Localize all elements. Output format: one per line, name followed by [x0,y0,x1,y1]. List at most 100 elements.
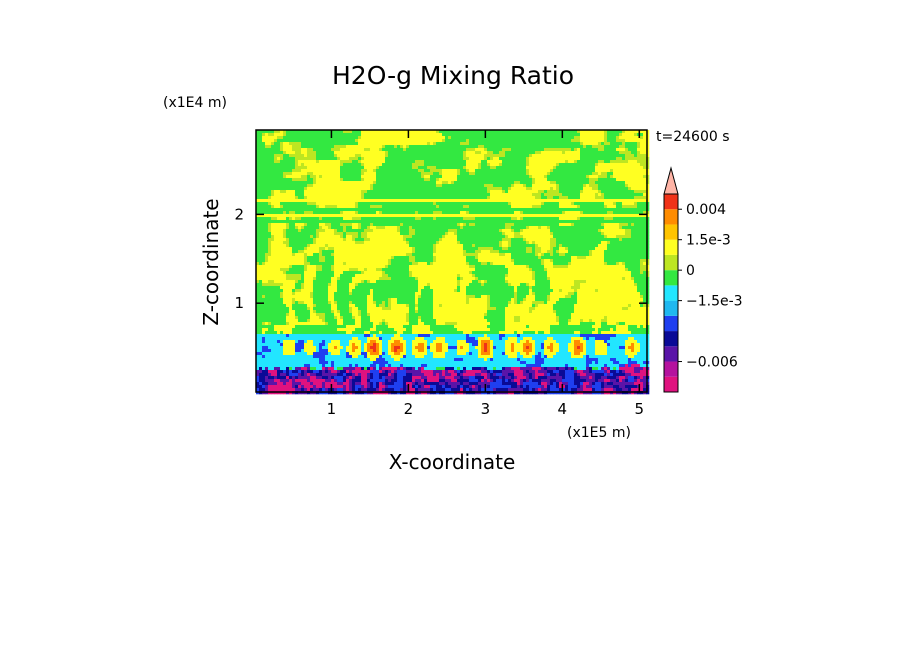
field-cell [394,226,398,230]
field-cell [301,184,305,188]
field-cell [469,187,473,191]
field-cell [379,184,383,188]
field-cell [490,211,494,215]
field-cell [358,169,362,173]
field-cell [490,163,494,167]
field-cell [376,226,380,230]
field-cell [607,187,611,191]
field-cell [607,163,611,167]
field-cell [631,160,635,164]
field-cell [280,226,284,230]
field-cell [592,208,596,212]
field-cell [529,187,533,191]
field-cell [619,190,623,194]
field-cell [343,145,347,149]
field-cell [580,193,584,197]
field-cell [358,235,362,239]
field-cell [562,142,566,146]
field-cell [337,163,341,167]
field-cell [352,196,356,200]
field-cell [499,178,503,182]
field-cell [553,172,557,176]
field-cell [379,217,383,221]
field-cell [382,154,386,158]
field-cell [505,211,509,215]
field-cell [361,193,365,197]
field-cell [367,178,371,182]
field-cell [643,175,647,179]
field-cell [505,169,509,173]
field-cell [343,199,347,203]
field-cell [277,229,281,233]
field-cell [523,187,527,191]
field-cell [538,145,542,149]
field-cell [478,196,482,200]
field-cell [508,178,512,182]
field-cell [469,178,473,182]
field-cell [607,148,611,152]
field-cell [280,145,284,149]
field-cell [520,232,524,236]
field-cell [358,214,362,218]
field-cell [571,148,575,152]
field-cell [277,178,281,182]
field-cell [607,181,611,185]
field-cell [397,139,401,143]
field-cell [427,220,431,224]
field-cell [580,226,584,230]
field-cell [643,184,647,188]
field-cell [598,175,602,179]
field-cell [457,223,461,227]
field-cell [322,190,326,194]
field-cell [604,241,608,245]
field-cell [283,157,287,161]
field-cell [493,193,497,197]
field-cell [286,166,290,170]
field-cell [487,142,491,146]
field-cell [523,211,527,215]
field-cell [352,148,356,152]
field-cell [484,169,488,173]
field-cell [622,199,626,203]
field-cell [574,196,578,200]
field-cell [553,148,557,152]
field-cell [616,229,620,233]
field-cell [460,205,464,209]
field-cell [541,199,545,203]
field-cell [613,193,617,197]
field-cell [373,163,377,167]
field-cell [262,157,266,161]
field-cell [508,142,512,146]
field-cell [388,238,392,242]
field-cell [613,184,617,188]
field-cell [397,235,401,239]
field-cell [592,175,596,179]
field-cell [502,238,506,242]
field-cell [418,166,422,170]
field-cell [277,238,281,242]
field-cell [256,139,260,143]
field-cell [322,238,326,242]
field-cell [595,181,599,185]
field-cell [439,205,443,209]
field-cell [430,157,434,161]
field-cell [442,133,446,137]
field-cell [307,196,311,200]
field-cell [598,160,602,164]
field-cell [562,232,566,236]
field-cell [352,232,356,236]
field-cell [478,166,482,170]
field-cell [514,220,518,224]
field-cell [358,229,362,233]
field-cell [325,184,329,188]
field-cell [625,223,629,227]
field-cell [391,205,395,209]
field-cell [274,157,278,161]
field-cell [397,229,401,233]
field-cell [439,214,443,218]
field-cell [418,193,422,197]
field-cell [412,148,416,152]
field-cell [628,148,632,152]
field-cell [631,217,635,221]
field-cell [265,178,269,182]
